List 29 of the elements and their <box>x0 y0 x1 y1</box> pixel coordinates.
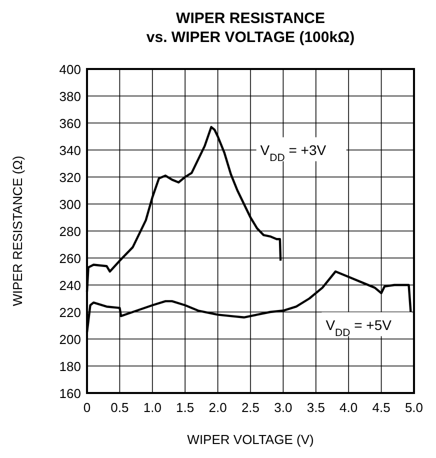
x-tick-label: 4.5 <box>372 400 390 415</box>
x-tick-label: 1.0 <box>143 400 162 415</box>
y-tick-label: 340 <box>59 143 81 158</box>
chart-title: WIPER RESISTANCE vs. WIPER VOLTAGE (100kΩ) <box>146 10 355 46</box>
x-tick-label: 0 <box>83 400 91 415</box>
y-tick-label: 280 <box>59 224 81 239</box>
y-tick-label: 260 <box>59 251 81 266</box>
y-tick-label: 360 <box>59 116 81 131</box>
y-tick-label: 180 <box>59 359 81 374</box>
y-tick-label: 400 <box>59 62 81 77</box>
x-tick-label: 3.5 <box>306 400 325 415</box>
x-axis-title: WIPER VOLTAGE (V) <box>187 432 314 447</box>
y-tick-label: 320 <box>59 170 81 185</box>
y-tick-label: 380 <box>59 89 81 104</box>
x-tick-label: 4.0 <box>340 400 358 415</box>
y-tick-label: 200 <box>59 332 81 347</box>
y-tick-label: 160 <box>59 386 81 401</box>
x-tick-label: 5.0 <box>404 400 424 415</box>
text: V$_{DD}$ = +3V <box>260 142 327 164</box>
y-tick-label: 220 <box>59 305 81 320</box>
x-tick-label: 2.5 <box>241 400 260 415</box>
series-label: V$_{DD}$ = +5V <box>326 317 392 340</box>
x-tick-label: 2.0 <box>208 400 227 415</box>
y-axis-title: WIPER RESISTANCE (Ω) <box>10 156 25 306</box>
x-tick-label: 1.5 <box>176 400 194 415</box>
x-tick-label: 3.0 <box>274 400 292 415</box>
x-tick-label: 0.5 <box>110 400 129 415</box>
y-tick-label: 300 <box>59 197 81 212</box>
y-tick-label: 240 <box>59 278 81 293</box>
